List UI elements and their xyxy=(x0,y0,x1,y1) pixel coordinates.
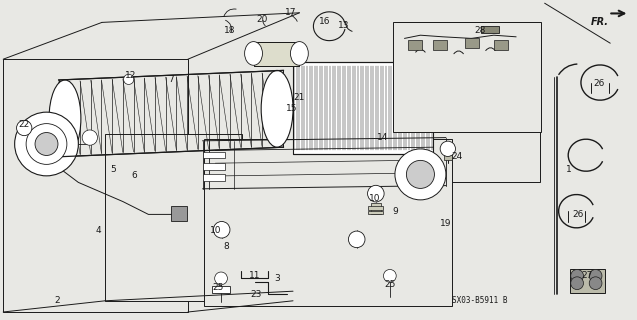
Text: 1: 1 xyxy=(566,165,572,174)
Bar xyxy=(408,40,422,50)
Text: 22: 22 xyxy=(18,120,30,129)
Bar xyxy=(368,206,383,210)
Circle shape xyxy=(406,160,434,188)
Circle shape xyxy=(589,277,602,290)
Text: 8: 8 xyxy=(223,242,229,251)
Bar xyxy=(494,40,508,50)
Ellipse shape xyxy=(290,42,308,65)
Text: 21: 21 xyxy=(294,93,305,102)
Circle shape xyxy=(440,141,455,156)
Text: 4: 4 xyxy=(96,226,101,235)
Circle shape xyxy=(368,185,384,202)
Bar xyxy=(465,38,479,48)
Circle shape xyxy=(348,231,365,248)
Text: 18: 18 xyxy=(224,26,235,35)
Text: SX03-B5911 B: SX03-B5911 B xyxy=(452,296,508,305)
Text: 2: 2 xyxy=(55,296,60,305)
Text: 19: 19 xyxy=(440,220,452,228)
Text: 20: 20 xyxy=(257,15,268,24)
Text: 26: 26 xyxy=(573,210,584,219)
Circle shape xyxy=(15,112,78,176)
Bar xyxy=(570,269,605,293)
Text: 24: 24 xyxy=(452,152,463,161)
Bar xyxy=(204,139,452,306)
Bar xyxy=(3,59,188,312)
Text: FR.: FR. xyxy=(590,17,608,27)
Ellipse shape xyxy=(261,70,293,147)
Text: 25: 25 xyxy=(212,284,224,292)
Text: 14: 14 xyxy=(376,133,388,142)
Text: 23: 23 xyxy=(250,290,262,299)
Bar xyxy=(393,22,541,132)
Text: 28: 28 xyxy=(475,26,486,35)
Circle shape xyxy=(35,132,58,156)
Bar xyxy=(433,40,447,50)
Text: 15: 15 xyxy=(286,104,297,113)
Text: 10: 10 xyxy=(210,226,221,235)
Ellipse shape xyxy=(49,80,81,157)
Bar xyxy=(368,211,383,214)
Text: 12: 12 xyxy=(125,71,136,80)
Circle shape xyxy=(124,74,134,84)
Text: 26: 26 xyxy=(593,79,605,88)
Circle shape xyxy=(26,124,67,164)
Text: 16: 16 xyxy=(319,17,331,26)
Bar xyxy=(203,174,225,181)
Bar xyxy=(212,286,230,293)
Bar xyxy=(371,203,381,214)
Text: 25: 25 xyxy=(384,280,396,289)
Bar xyxy=(203,163,225,170)
Circle shape xyxy=(215,272,227,285)
Text: 6: 6 xyxy=(131,172,137,180)
Circle shape xyxy=(17,120,32,136)
Text: 3: 3 xyxy=(274,274,280,283)
Circle shape xyxy=(589,269,602,282)
Circle shape xyxy=(571,277,583,290)
Text: 11: 11 xyxy=(249,271,261,280)
Bar xyxy=(254,42,299,66)
Circle shape xyxy=(383,269,396,282)
Text: 10: 10 xyxy=(369,194,380,203)
Circle shape xyxy=(82,130,97,145)
Text: 5: 5 xyxy=(110,165,117,174)
Bar xyxy=(395,22,540,182)
Bar xyxy=(444,154,452,160)
Text: 27: 27 xyxy=(582,271,593,280)
Text: 13: 13 xyxy=(338,21,350,30)
Bar xyxy=(481,26,499,33)
Text: 7: 7 xyxy=(168,76,174,84)
Bar xyxy=(293,62,433,154)
Text: 9: 9 xyxy=(392,207,398,216)
Bar xyxy=(203,152,225,158)
Circle shape xyxy=(571,269,583,282)
Circle shape xyxy=(213,221,230,238)
Ellipse shape xyxy=(245,42,262,65)
Bar xyxy=(171,206,187,221)
Bar xyxy=(105,134,242,301)
Text: 17: 17 xyxy=(285,8,297,17)
Circle shape xyxy=(395,149,446,200)
